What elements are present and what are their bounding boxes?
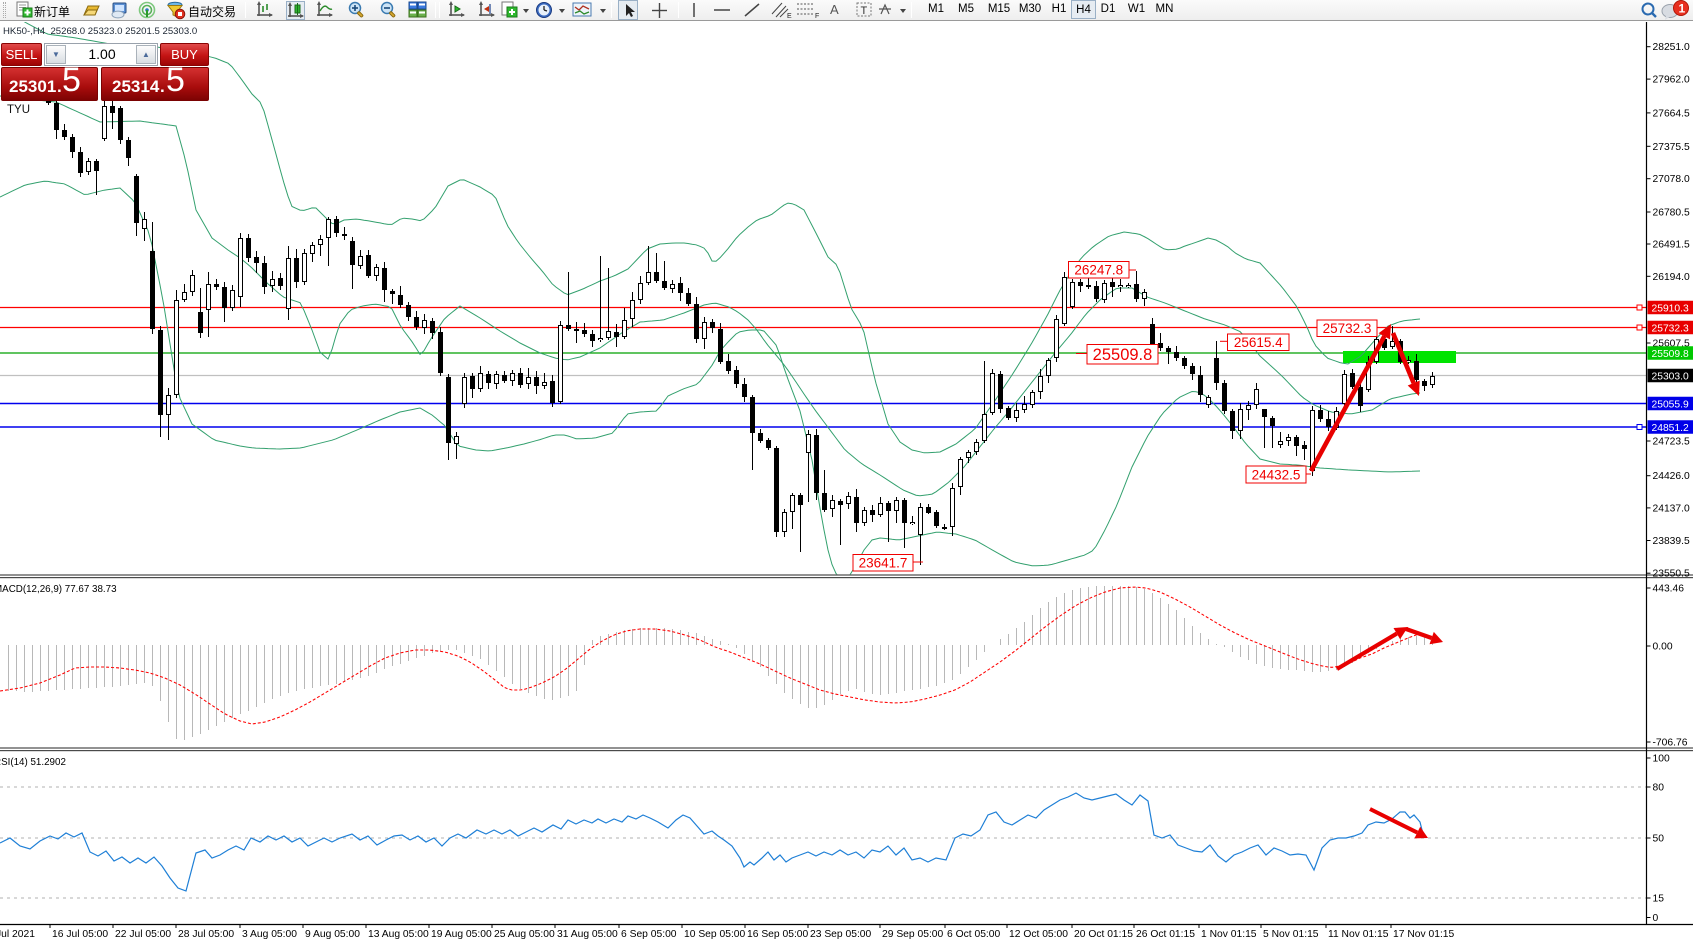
svg-text:1: 1 (1679, 2, 1686, 16)
svg-text:27962.0: 27962.0 (1653, 75, 1690, 86)
svg-text:23641.7: 23641.7 (859, 556, 908, 571)
svg-text:24432.5: 24432.5 (1252, 467, 1301, 482)
svg-text:25732.3: 25732.3 (1323, 321, 1372, 336)
svg-text:25509.8: 25509.8 (1652, 349, 1689, 360)
svg-text:T: T (861, 5, 868, 17)
svg-text:25732.3: 25732.3 (1652, 323, 1689, 334)
svg-text:1 Nov 01:15: 1 Nov 01:15 (1201, 929, 1257, 940)
svg-text:26780.5: 26780.5 (1653, 208, 1690, 219)
svg-text:28251.0: 28251.0 (1653, 42, 1690, 53)
svg-text:23550.5: 23550.5 (1653, 569, 1690, 580)
svg-text:100: 100 (1653, 754, 1670, 765)
svg-text:26194.0: 26194.0 (1653, 272, 1690, 283)
svg-text:24426.0: 24426.0 (1653, 471, 1690, 482)
svg-text:16 Jul 05:00: 16 Jul 05:00 (52, 929, 108, 940)
svg-text:443.46: 443.46 (1653, 584, 1685, 595)
svg-text:27078.0: 27078.0 (1653, 174, 1690, 185)
svg-text:27375.5: 27375.5 (1653, 142, 1690, 153)
svg-text:0: 0 (1653, 913, 1659, 924)
svg-text:25615.4: 25615.4 (1234, 335, 1283, 350)
svg-text:23839.5: 23839.5 (1653, 536, 1690, 547)
svg-text:26491.5: 26491.5 (1653, 240, 1690, 251)
svg-text:RSI(14) 51.2902: RSI(14) 51.2902 (0, 757, 66, 768)
svg-text:20 Oct 01:15: 20 Oct 01:15 (1074, 929, 1133, 940)
svg-text:HK50-,H4 25268.0 25323.0 2520: HK50-,H4 25268.0 25323.0 25201.5 25303.0 (3, 26, 197, 37)
svg-text:TΥU: TΥU (7, 104, 30, 116)
svg-text:23 Sep 05:00: 23 Sep 05:00 (810, 929, 872, 940)
svg-text:19 Aug 05:00: 19 Aug 05:00 (431, 929, 492, 940)
svg-text:25 Aug 05:00: 25 Aug 05:00 (494, 929, 555, 940)
svg-text:3 Aug 05:00: 3 Aug 05:00 (242, 929, 297, 940)
svg-text:13 Aug 05:00: 13 Aug 05:00 (368, 929, 429, 940)
svg-text:15: 15 (1653, 894, 1665, 905)
svg-text:22 Jul 05:00: 22 Jul 05:00 (115, 929, 171, 940)
svg-text:24851.2: 24851.2 (1652, 423, 1689, 434)
svg-text:E: E (787, 13, 792, 20)
svg-text:6 Oct 05:00: 6 Oct 05:00 (947, 929, 1001, 940)
svg-text:24137.0: 24137.0 (1653, 503, 1690, 514)
svg-text:25509.8: 25509.8 (1093, 346, 1153, 364)
svg-text:5 Nov 01:15: 5 Nov 01:15 (1263, 929, 1319, 940)
svg-text:-706.76: -706.76 (1653, 738, 1688, 749)
svg-text:16 Sep 05:00: 16 Sep 05:00 (747, 929, 809, 940)
svg-text:Jul 2021: Jul 2021 (0, 929, 35, 940)
svg-text:F: F (815, 13, 819, 20)
svg-text:50: 50 (1653, 834, 1665, 845)
svg-text:25303.0: 25303.0 (1652, 371, 1689, 382)
svg-text:27664.5: 27664.5 (1653, 108, 1690, 119)
svg-text:17 Nov 01:15: 17 Nov 01:15 (1393, 929, 1455, 940)
svg-text:31 Aug 05:00: 31 Aug 05:00 (557, 929, 618, 940)
svg-text:26 Oct 01:15: 26 Oct 01:15 (1136, 929, 1195, 940)
svg-text:28 Jul 05:00: 28 Jul 05:00 (178, 929, 234, 940)
svg-text:80: 80 (1653, 783, 1665, 794)
svg-text:11 Nov 01:15: 11 Nov 01:15 (1328, 929, 1389, 940)
svg-text:29 Sep 05:00: 29 Sep 05:00 (882, 929, 944, 940)
svg-text:6 Sep 05:00: 6 Sep 05:00 (621, 929, 677, 940)
svg-text:0.00: 0.00 (1653, 642, 1673, 653)
svg-text:12 Oct 05:00: 12 Oct 05:00 (1009, 929, 1068, 940)
svg-text:26247.8: 26247.8 (1074, 263, 1123, 278)
svg-text:10 Sep 05:00: 10 Sep 05:00 (684, 929, 746, 940)
svg-text:25055.9: 25055.9 (1652, 399, 1689, 410)
svg-text:24723.5: 24723.5 (1653, 437, 1690, 448)
svg-text:MACD(12,26,9) 77.67 38.73: MACD(12,26,9) 77.67 38.73 (0, 584, 117, 595)
svg-text:25910.3: 25910.3 (1652, 303, 1689, 314)
svg-text:9 Aug 05:00: 9 Aug 05:00 (305, 929, 360, 940)
